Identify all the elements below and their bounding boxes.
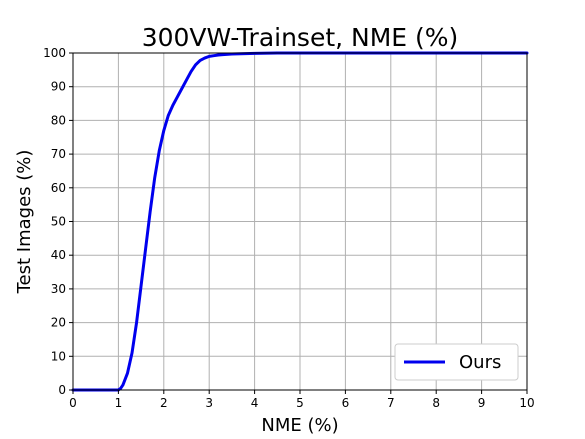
x-tick-label: 10 bbox=[519, 396, 534, 410]
y-tick-labels: 0 10 20 30 40 50 60 70 80 90 100 bbox=[43, 46, 66, 397]
x-axis-label: NME (%) bbox=[261, 415, 338, 436]
x-tick-label: 1 bbox=[115, 396, 123, 410]
x-tick-label: 0 bbox=[69, 396, 77, 410]
x-tick-label: 5 bbox=[296, 396, 304, 410]
chart-title: 300VW-Trainset, NME (%) bbox=[142, 23, 459, 52]
x-tick-label: 2 bbox=[160, 396, 168, 410]
y-tick-label: 0 bbox=[58, 383, 66, 397]
y-tick-label: 50 bbox=[51, 215, 66, 229]
y-tick-label: 10 bbox=[51, 349, 66, 363]
x-tick-label: 7 bbox=[387, 396, 395, 410]
y-tick-label: 40 bbox=[51, 248, 66, 262]
y-tick-label: 60 bbox=[51, 181, 66, 195]
y-tick-label: 80 bbox=[51, 113, 66, 127]
y-tick-label: 90 bbox=[51, 80, 66, 94]
x-tick-labels: 0 1 2 3 4 5 6 7 8 9 10 bbox=[69, 396, 534, 410]
y-tick-label: 70 bbox=[51, 147, 66, 161]
legend-label-ours: Ours bbox=[459, 352, 501, 373]
tick-marks bbox=[69, 52, 528, 394]
grid-lines bbox=[72, 52, 528, 391]
x-tick-label: 4 bbox=[251, 396, 259, 410]
y-tick-label: 20 bbox=[51, 316, 66, 330]
legend-box bbox=[394, 343, 519, 381]
y-tick-label: 100 bbox=[43, 46, 66, 60]
x-tick-label: 9 bbox=[478, 396, 486, 410]
x-tick-label: 6 bbox=[342, 396, 350, 410]
x-tick-label: 8 bbox=[432, 396, 440, 410]
legend: Ours bbox=[394, 343, 519, 381]
x-tick-label: 3 bbox=[205, 396, 213, 410]
y-tick-label: 30 bbox=[51, 282, 66, 296]
y-axis-label: Test Images (%) bbox=[14, 150, 35, 295]
